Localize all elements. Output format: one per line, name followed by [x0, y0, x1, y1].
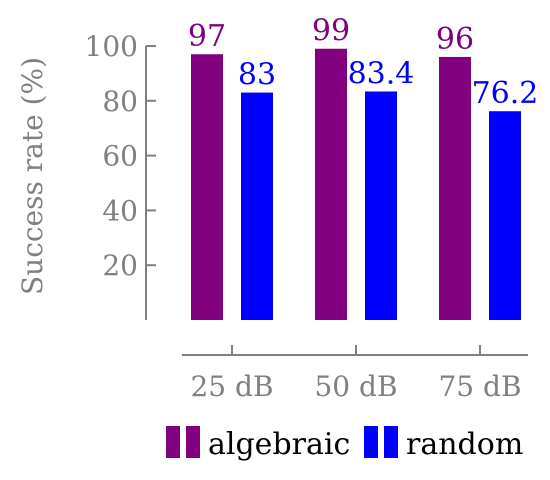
bar-random-0	[241, 92, 273, 320]
legend-swatch-algebraic	[166, 426, 180, 458]
x-tick-label: 25 dB	[190, 370, 273, 403]
bar-algebraic-1	[315, 48, 347, 321]
bar-algebraic-2	[439, 56, 471, 321]
x-tick-label: 75 dB	[438, 370, 521, 403]
data-label-random-0: 83	[238, 58, 276, 93]
axes: 20 40 60 80 100 Success rate (%) 25 dB 50 dB 75 …	[16, 30, 528, 403]
legend-label-algebraic: algebraic	[208, 427, 350, 462]
x-tick-label: 50 dB	[314, 370, 397, 403]
data-label-algebraic-2: 96	[436, 22, 474, 57]
bars	[191, 48, 521, 321]
bar-random-1	[365, 91, 397, 320]
y-tick-label: 100	[85, 30, 138, 63]
data-label-random-1: 83.4	[348, 56, 415, 91]
legend: algebraic random	[166, 426, 523, 462]
y-tick-label: 80	[102, 85, 138, 118]
legend-swatch-random	[364, 426, 378, 458]
y-tick-label: 40	[102, 194, 138, 227]
bar-algebraic-0	[191, 54, 223, 320]
legend-label-random: random	[406, 427, 523, 462]
legend-swatch-random-2	[384, 426, 398, 458]
data-label-random-2: 76.2	[472, 76, 539, 111]
legend-swatch-algebraic-2	[186, 426, 200, 458]
data-labels: 97 99 96 83 83.4 76.2	[188, 14, 538, 111]
y-tick-label: 60	[102, 140, 138, 173]
y-axis-label: Success rate (%)	[16, 57, 49, 295]
y-tick-label: 20	[102, 249, 138, 282]
bar-random-2	[489, 111, 521, 320]
data-label-algebraic-0: 97	[188, 19, 226, 54]
data-label-algebraic-1: 99	[312, 14, 350, 49]
